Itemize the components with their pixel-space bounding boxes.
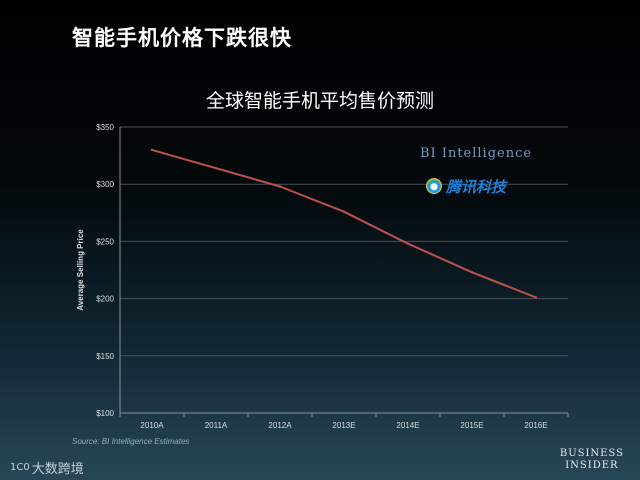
x-tick-label: 2014E (396, 421, 419, 430)
watermark-mark: 1C0 (10, 462, 30, 473)
x-tick-label: 2012A (268, 421, 292, 430)
data-point (214, 166, 218, 170)
source-note: Source: BI Intelligence Estimates (72, 437, 190, 446)
x-tick-label: 2015E (460, 421, 483, 430)
series-line (151, 148, 537, 299)
x-tick-label: 2011A (205, 421, 228, 430)
y-tick-label: $350 (96, 123, 114, 132)
data-point (534, 296, 538, 299)
y-axis-title: Average Selling Price (76, 229, 85, 311)
data-point (342, 210, 346, 213)
data-point (150, 148, 154, 152)
logo-line-2: Insider (565, 460, 619, 471)
y-tick-label: $100 (96, 409, 114, 418)
tencent-brand-text: 腾讯科技 (446, 177, 507, 196)
watermark: 1C0 大数跨境 (10, 458, 84, 477)
tencent-tech-brand: 腾讯科技 (426, 176, 506, 196)
watermark-text: 大数跨境 (31, 462, 84, 477)
chart-title: 全球智能手机平均售价预测 (205, 90, 434, 112)
data-point (470, 271, 474, 274)
data-point (278, 185, 282, 188)
x-tick-label: 2013E (332, 421, 355, 430)
tencent-logo-icon (426, 178, 442, 194)
data-point (406, 242, 410, 245)
x-tick-label: 2010A (140, 421, 164, 430)
y-tick-label: $200 (96, 295, 114, 304)
bi-intelligence-brand: BI Intelligence (420, 146, 533, 161)
y-tick-label: $250 (96, 237, 114, 246)
logo-line-1: Business (559, 448, 624, 459)
slide-title: 智能手机价格下跌很快 (72, 26, 292, 50)
y-tick-label: $150 (96, 352, 114, 361)
y-tick-label: $300 (96, 180, 114, 189)
x-tick-label: 2016E (524, 421, 547, 430)
business-insider-logo: Business Insider (560, 448, 624, 472)
